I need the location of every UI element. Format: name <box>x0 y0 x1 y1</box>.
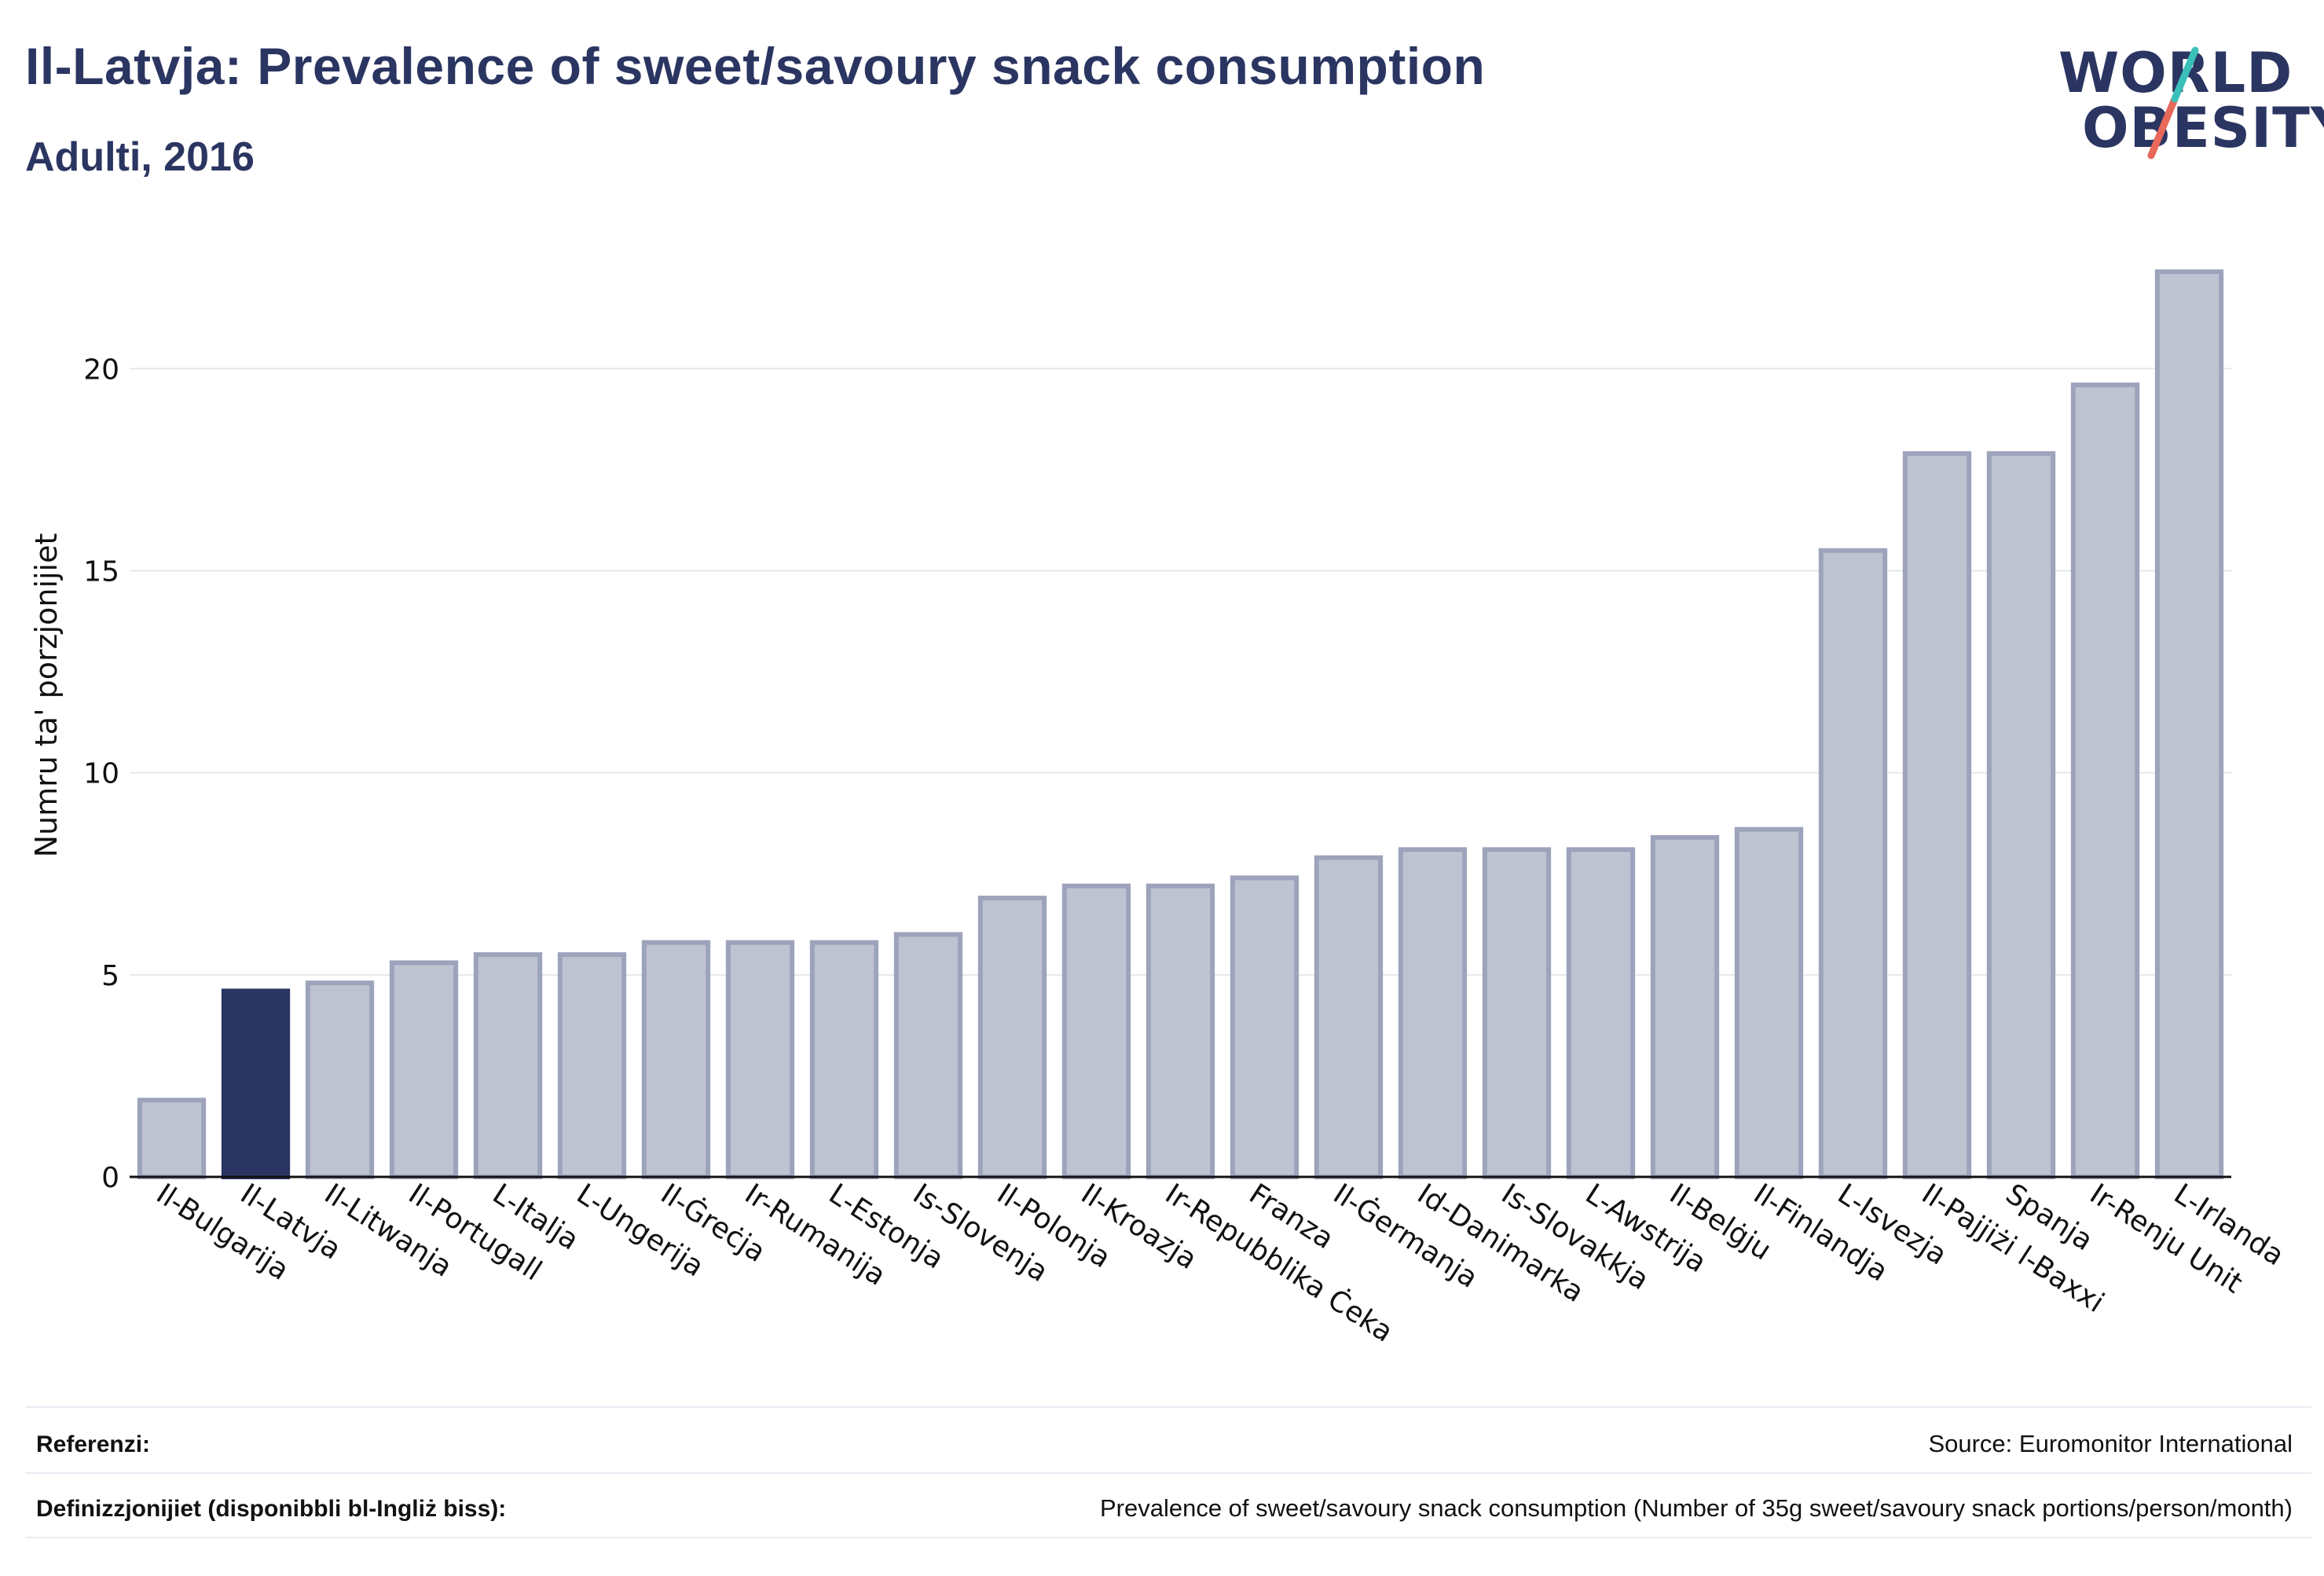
y-tick-label: 0 <box>101 1162 119 1194</box>
bar-4 <box>473 952 543 1179</box>
y-axis-label: Numru ta' porzjonijiet <box>29 533 64 858</box>
bar-13 <box>1230 875 1299 1179</box>
bar-5 <box>557 952 627 1179</box>
bar-3 <box>389 960 459 1179</box>
bar-6 <box>641 940 711 1179</box>
y-tick-label: 20 <box>83 354 119 386</box>
bar-0 <box>137 1098 207 1180</box>
y-tick-label: 10 <box>83 758 119 790</box>
bar-16 <box>1482 847 1552 1180</box>
y-tick-label: 5 <box>101 960 119 992</box>
bar-2 <box>305 980 375 1179</box>
bar-21 <box>1902 451 1972 1179</box>
bar-22 <box>1986 451 2056 1179</box>
chart-subtitle: Adulti, 2016 <box>25 134 255 180</box>
bars <box>137 269 2224 1180</box>
bar-20 <box>1818 548 1888 1179</box>
bar-1 <box>221 988 291 1180</box>
bar-23 <box>2070 382 2140 1180</box>
definitions-value: Prevalence of sweet/savoury snack consum… <box>1099 1494 2293 1522</box>
footer-divider-bottom <box>25 1537 2311 1538</box>
bar-18 <box>1650 834 1720 1180</box>
footer-divider-middle <box>25 1472 2311 1474</box>
bar-10 <box>977 896 1047 1179</box>
logo-slash-coral <box>2147 95 2179 159</box>
logo-word-obesity: OBESITY <box>2082 96 2324 160</box>
bar-14 <box>1314 855 1384 1179</box>
logo-slash-icon <box>2147 46 2199 159</box>
references-value: Source: Euromonitor International <box>1928 1430 2293 1457</box>
world-obesity-logo: WORLD OBESITY <box>2051 24 2324 165</box>
bar-7 <box>725 940 795 1179</box>
bar-19 <box>1734 826 1804 1180</box>
bar-9 <box>893 932 963 1180</box>
bar-8 <box>809 940 879 1179</box>
chart-title: Il-Latvja: Prevalence of sweet/savoury s… <box>25 37 1486 95</box>
footer-divider-top <box>25 1406 2311 1408</box>
definitions-label: Definizzjonijiet (disponibbli bl-Ingliż … <box>36 1496 507 1522</box>
logo-slash-teal <box>2171 46 2199 103</box>
bar-24 <box>2154 269 2224 1180</box>
bar-chart: 05101520Il-BulgarijaIl-LatvjaIl-Litwanja… <box>29 269 2289 1349</box>
bar-17 <box>1566 847 1636 1180</box>
bar-11 <box>1061 883 1131 1179</box>
y-tick-label: 15 <box>83 555 119 588</box>
bar-12 <box>1146 883 1215 1179</box>
references-label: Referenzi: <box>36 1431 151 1457</box>
bar-15 <box>1398 847 1468 1180</box>
